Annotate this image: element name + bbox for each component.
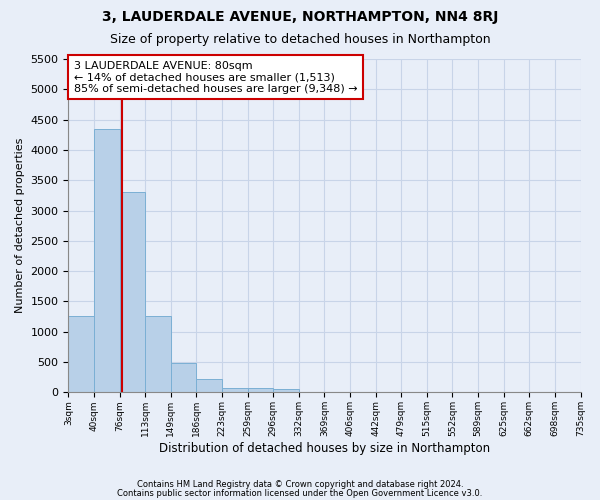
Bar	[273, 390, 299, 392]
Text: Size of property relative to detached houses in Northampton: Size of property relative to detached ho…	[110, 32, 490, 46]
Text: 3, LAUDERDALE AVENUE, NORTHAMPTON, NN4 8RJ: 3, LAUDERDALE AVENUE, NORTHAMPTON, NN4 8…	[102, 10, 498, 24]
Text: 3 LAUDERDALE AVENUE: 80sqm
← 14% of detached houses are smaller (1,513)
85% of s: 3 LAUDERDALE AVENUE: 80sqm ← 14% of deta…	[74, 60, 357, 94]
Text: Contains HM Land Registry data © Crown copyright and database right 2024.: Contains HM Land Registry data © Crown c…	[137, 480, 463, 489]
Bar	[68, 316, 94, 392]
Bar	[94, 128, 119, 392]
Bar	[248, 388, 273, 392]
Text: Contains public sector information licensed under the Open Government Licence v3: Contains public sector information licen…	[118, 489, 482, 498]
Bar	[222, 388, 248, 392]
Bar	[196, 380, 222, 392]
Bar	[119, 192, 145, 392]
Bar	[171, 364, 196, 392]
Bar	[145, 316, 171, 392]
Y-axis label: Number of detached properties: Number of detached properties	[15, 138, 25, 314]
X-axis label: Distribution of detached houses by size in Northampton: Distribution of detached houses by size …	[159, 442, 490, 455]
